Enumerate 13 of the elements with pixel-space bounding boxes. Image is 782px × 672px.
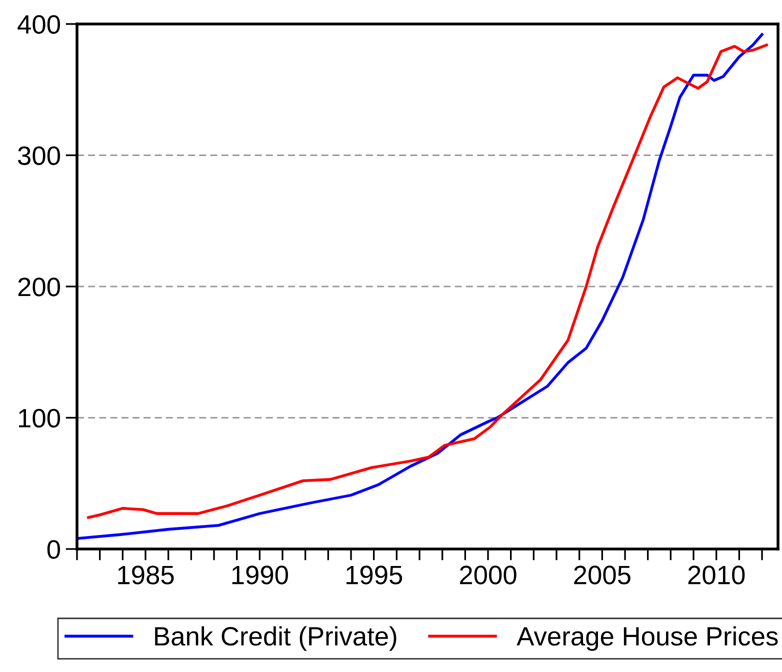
legend-label: Average House Prices bbox=[516, 626, 778, 651]
y-tick-label: 200 bbox=[18, 278, 60, 296]
y-tick-label: 300 bbox=[18, 146, 60, 166]
legend-label: Bank Credit (Private) bbox=[155, 626, 396, 651]
x-tick-label: 1995 bbox=[346, 566, 402, 584]
x-tick-label: 1990 bbox=[232, 566, 288, 584]
y-tick-label: 100 bbox=[19, 408, 60, 428]
y-tick-label: 0 bbox=[47, 540, 60, 559]
x-tick-label: 1985 bbox=[118, 566, 174, 584]
x-tick-label: 2000 bbox=[460, 566, 516, 584]
x-tick-label: 2005 bbox=[574, 566, 630, 584]
y-tick-label: 400 bbox=[18, 15, 60, 34]
x-tick-label: 2010 bbox=[688, 566, 745, 584]
